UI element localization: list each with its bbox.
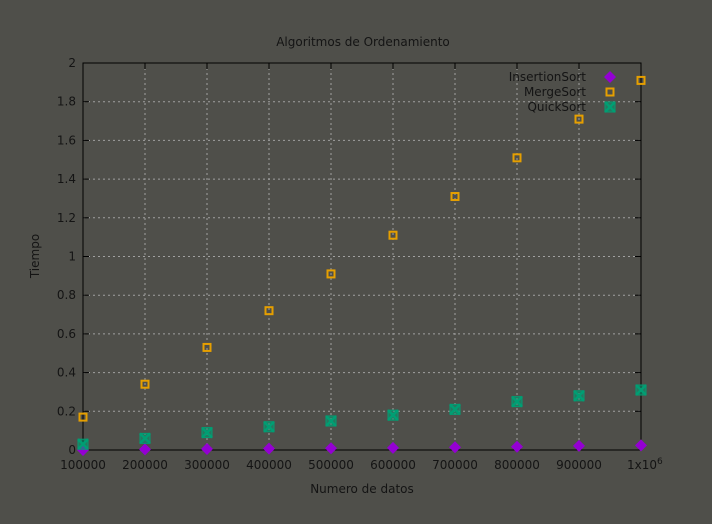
insertionsort-point xyxy=(573,439,585,452)
insertionsort-point xyxy=(511,440,523,453)
diamond-shape xyxy=(635,439,647,452)
plot-frame xyxy=(82,62,642,451)
diamond-shape xyxy=(201,443,213,456)
square-shape xyxy=(605,87,615,97)
y-tick-label: 0 xyxy=(68,443,76,457)
x-axis-label: Numero de datos xyxy=(310,482,414,496)
diamond-shape xyxy=(387,441,399,454)
square-shape xyxy=(264,306,274,316)
quicksort-point xyxy=(325,415,337,427)
legend-marker-mergesort xyxy=(605,87,615,97)
x-stroke xyxy=(511,395,523,408)
quicksort-point xyxy=(449,403,461,416)
legend-marker-insertionsort xyxy=(604,71,616,83)
insertionsort-point xyxy=(139,443,151,456)
mergesort-point xyxy=(450,192,460,202)
quicksort-point xyxy=(387,409,399,422)
quicksort-point xyxy=(139,432,151,445)
legend-label-insertionsort: InsertionSort xyxy=(509,70,587,84)
y-tick-label: 1.2 xyxy=(57,211,76,225)
x-stroke xyxy=(573,389,585,402)
x-tick-label: 500000 xyxy=(308,458,354,472)
x-stroke xyxy=(77,438,89,451)
insertionsort-point xyxy=(325,442,337,455)
diamond-shape xyxy=(573,439,585,452)
mergesort-point xyxy=(326,269,336,279)
x-stroke xyxy=(635,384,647,396)
insertionsort-point xyxy=(387,441,399,454)
legend-label-quicksort: QuickSort xyxy=(527,100,586,114)
x-stroke xyxy=(263,420,275,433)
x-stroke xyxy=(449,403,461,416)
y-tick-label: 0.2 xyxy=(57,404,76,418)
mergesort-point xyxy=(140,379,150,389)
diamond-shape xyxy=(449,441,461,454)
diamond-shape xyxy=(511,440,523,453)
mergesort-point xyxy=(202,342,212,352)
quicksort-point xyxy=(263,420,275,433)
x-tick-label: 900000 xyxy=(556,458,602,472)
chart-title: Algoritmos de Ordenamiento xyxy=(276,35,450,49)
x-tick-label-exponent: 6 xyxy=(657,457,663,467)
legend-label-mergesort: MergeSort xyxy=(524,85,586,99)
x-stroke xyxy=(139,432,151,445)
diamond-shape xyxy=(604,71,616,83)
mergesort-point xyxy=(78,412,88,422)
x-tick-label: 200000 xyxy=(122,458,168,472)
y-tick-label: 1.4 xyxy=(57,172,76,186)
quicksort-point xyxy=(573,389,585,402)
ticks: 100000 200000 300000 400000 500000 600000 7000… xyxy=(57,56,663,472)
y-tick-label: 1 xyxy=(68,250,76,264)
insertionsort-point xyxy=(201,443,213,456)
mergesort-point xyxy=(264,306,274,316)
x-tick-label: 100000 xyxy=(60,458,106,472)
x-tick-label: 600000 xyxy=(370,458,416,472)
diamond-shape xyxy=(263,442,275,455)
x-tick-label: 800000 xyxy=(494,458,540,472)
x-stroke xyxy=(387,409,399,422)
quicksort-point xyxy=(511,395,523,408)
grid xyxy=(83,63,641,450)
x-tick-label: 1x106 xyxy=(627,457,663,472)
square-shape xyxy=(326,269,336,279)
square-shape xyxy=(574,114,584,124)
mergesort-point xyxy=(636,75,646,85)
insertionsort-point xyxy=(635,439,647,452)
mergesort-point xyxy=(388,230,398,240)
square-shape xyxy=(512,153,522,163)
legend-marker-quicksort xyxy=(604,101,616,113)
square-shape xyxy=(202,342,212,352)
diamond-shape xyxy=(139,443,151,456)
insertionsort-point xyxy=(263,442,275,455)
insertionsort-point xyxy=(449,441,461,454)
square-shape xyxy=(78,412,88,422)
x-stroke xyxy=(325,415,337,427)
mergesort-point xyxy=(512,153,522,163)
y-tick-label: 1.6 xyxy=(57,133,76,147)
square-shape xyxy=(140,379,150,389)
square-shape xyxy=(388,230,398,240)
y-tick-label: 0.8 xyxy=(57,288,76,302)
x-tick-label: 400000 xyxy=(246,458,292,472)
mergesort-point xyxy=(574,114,584,124)
diamond-shape xyxy=(325,442,337,455)
quicksort-point xyxy=(635,384,647,396)
x-stroke xyxy=(201,426,213,439)
y-tick-label: 0.6 xyxy=(57,327,76,341)
x-tick-label: 700000 xyxy=(432,458,478,472)
y-tick-label: 0.4 xyxy=(57,366,76,380)
x-stroke xyxy=(604,101,616,113)
x-tick-label: 300000 xyxy=(184,458,230,472)
y-tick-label: 2 xyxy=(68,56,76,70)
quicksort-point xyxy=(201,426,213,439)
square-shape xyxy=(636,75,646,85)
y-tick-label: 1.8 xyxy=(57,95,76,109)
data-points xyxy=(77,75,647,456)
quicksort-point xyxy=(77,438,89,451)
y-axis-label: Tiempo xyxy=(28,234,42,279)
square-shape xyxy=(450,192,460,202)
